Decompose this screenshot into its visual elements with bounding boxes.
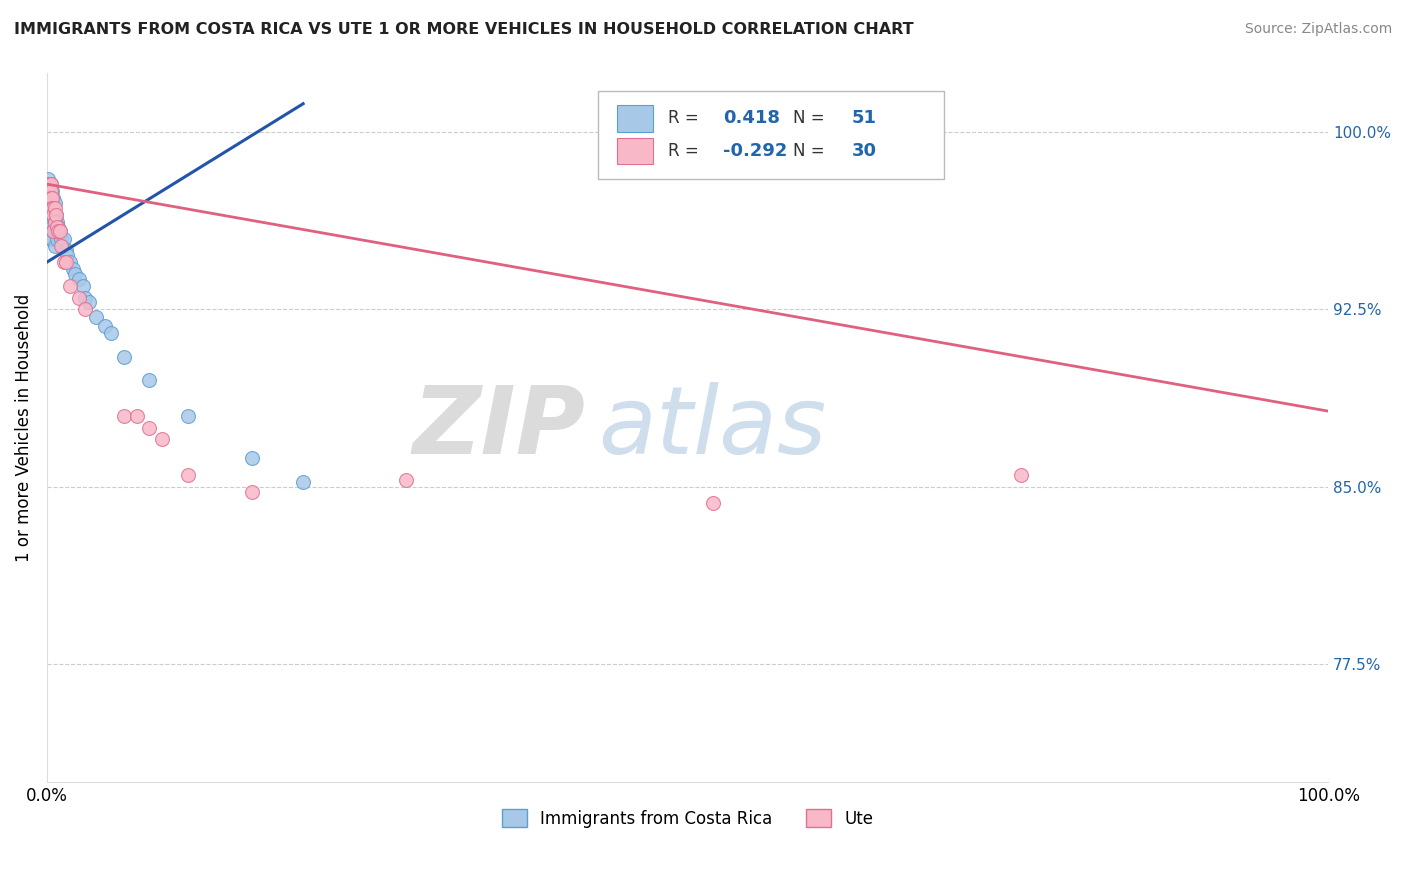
Point <box>72 278 94 293</box>
Point <box>63 267 86 281</box>
Point <box>41 231 63 245</box>
Point <box>112 409 135 423</box>
Point <box>44 201 66 215</box>
Point <box>49 238 72 252</box>
Point <box>39 191 62 205</box>
Point <box>1010 467 1032 482</box>
Point <box>75 291 97 305</box>
Point <box>49 231 72 245</box>
Point <box>44 215 66 229</box>
Point <box>292 475 315 489</box>
Point <box>48 224 70 238</box>
Point <box>41 201 63 215</box>
Text: Source: ZipAtlas.com: Source: ZipAtlas.com <box>1244 22 1392 37</box>
Point <box>38 191 60 205</box>
FancyBboxPatch shape <box>617 137 652 164</box>
Point <box>39 184 62 198</box>
Point <box>93 318 115 333</box>
Text: R =: R = <box>668 110 699 128</box>
Point <box>177 467 200 482</box>
Point <box>75 302 97 317</box>
Point <box>41 208 63 222</box>
Point <box>48 224 70 238</box>
Point <box>59 278 82 293</box>
Point <box>44 238 66 252</box>
Text: N =: N = <box>793 110 824 128</box>
Point <box>38 219 60 234</box>
Y-axis label: 1 or more Vehicles in Household: 1 or more Vehicles in Household <box>15 293 32 562</box>
Point <box>38 177 60 191</box>
Point <box>41 184 63 198</box>
Point <box>41 191 63 205</box>
Point <box>39 191 62 205</box>
Point <box>46 219 69 234</box>
Text: 51: 51 <box>852 110 876 128</box>
Point <box>37 184 59 198</box>
Point <box>125 409 148 423</box>
Point <box>240 484 263 499</box>
Point <box>39 215 62 229</box>
Point <box>42 208 65 222</box>
Point <box>38 177 60 191</box>
Point <box>56 248 79 262</box>
FancyBboxPatch shape <box>617 105 652 132</box>
Point <box>37 172 59 186</box>
Point <box>45 224 67 238</box>
Point <box>42 224 65 238</box>
Text: 30: 30 <box>852 142 876 160</box>
Point <box>46 231 69 245</box>
Point <box>41 219 63 234</box>
Point <box>84 310 107 324</box>
Point <box>112 350 135 364</box>
Point <box>52 255 75 269</box>
Point <box>38 208 60 222</box>
Point <box>138 420 160 434</box>
Text: R =: R = <box>668 142 699 160</box>
Point <box>41 196 63 211</box>
Legend: Immigrants from Costa Rica, Ute: Immigrants from Costa Rica, Ute <box>495 803 880 834</box>
Point <box>150 433 173 447</box>
Text: atlas: atlas <box>598 382 827 473</box>
Text: 0.418: 0.418 <box>724 110 780 128</box>
Text: IMMIGRANTS FROM COSTA RICA VS UTE 1 OR MORE VEHICLES IN HOUSEHOLD CORRELATION CH: IMMIGRANTS FROM COSTA RICA VS UTE 1 OR M… <box>14 22 914 37</box>
Point <box>44 208 66 222</box>
Text: N =: N = <box>793 142 824 160</box>
Point <box>42 201 65 215</box>
Point <box>39 231 62 245</box>
Point <box>67 271 90 285</box>
Point <box>702 496 724 510</box>
Point <box>177 409 200 423</box>
Point <box>138 373 160 387</box>
Point <box>46 215 69 229</box>
Point <box>48 219 70 234</box>
Point <box>240 451 263 466</box>
Point <box>45 208 67 222</box>
Point <box>39 201 62 215</box>
Point <box>44 196 66 211</box>
Point <box>55 244 77 258</box>
Point <box>42 191 65 205</box>
Point <box>100 326 122 340</box>
Point <box>48 224 70 238</box>
Point <box>395 473 418 487</box>
Point <box>42 208 65 222</box>
Point <box>39 177 62 191</box>
Point <box>59 255 82 269</box>
Text: ZIP: ZIP <box>412 382 585 474</box>
Text: -0.292: -0.292 <box>724 142 787 160</box>
Point <box>39 224 62 238</box>
Point <box>52 231 75 245</box>
Point <box>67 291 90 305</box>
Point <box>55 255 77 269</box>
Point <box>51 238 73 252</box>
Point <box>44 224 66 238</box>
Point <box>39 177 62 191</box>
Point <box>77 295 100 310</box>
Point <box>45 208 67 222</box>
Point <box>38 201 60 215</box>
Point <box>42 224 65 238</box>
FancyBboxPatch shape <box>598 91 943 179</box>
Point <box>62 262 84 277</box>
